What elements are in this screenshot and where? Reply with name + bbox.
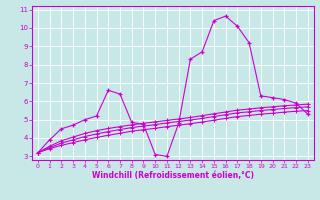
X-axis label: Windchill (Refroidissement éolien,°C): Windchill (Refroidissement éolien,°C) xyxy=(92,171,254,180)
